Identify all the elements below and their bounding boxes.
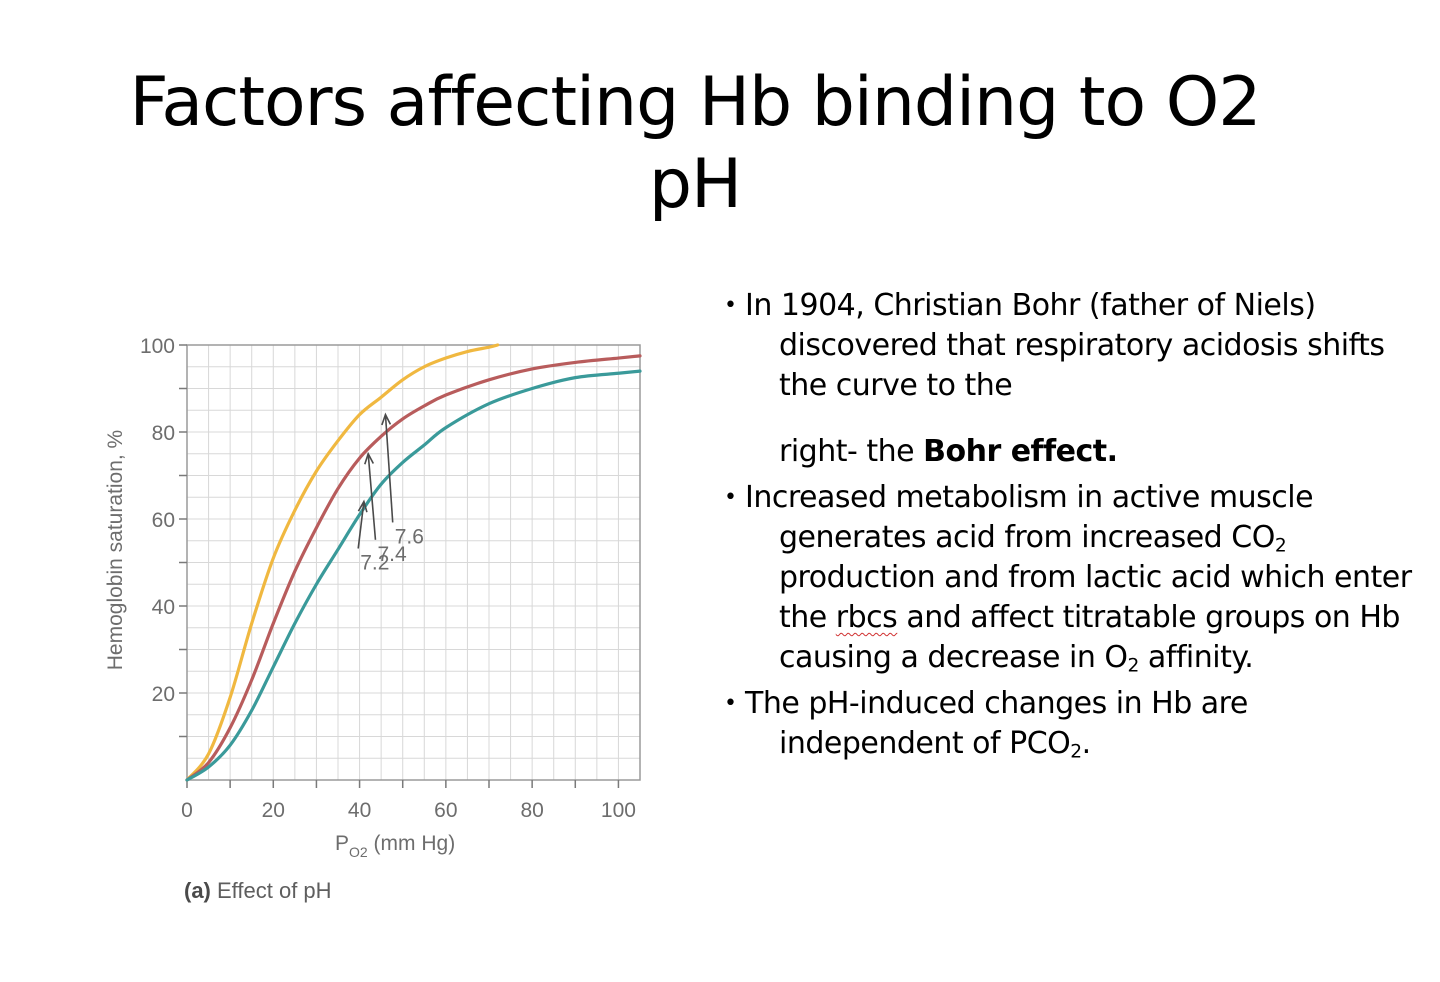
bullet-1-text: In 1904, Christian Bohr (father of Niels… [745,288,1385,403]
figure-caption: (a) Effect of pH [184,878,332,904]
series-line-ph-7-6 [185,343,500,782]
chart-axes: 0 20 40 60 80 100 20 40 60 80 100 [140,335,641,822]
oxygen-dissociation-chart: 0 20 40 60 80 100 20 40 60 80 100 7.67.47.2 Hemogl… [104,335,642,860]
bullet-metabolism: Increased metabolism in active muscle ge… [722,478,1422,678]
bullet-2-text-d: affinity. [1138,640,1254,675]
bullet-bohr-effect: In 1904, Christian Bohr (father of Niels… [722,286,1422,472]
bullet-2-text-a: Increased metabolism in active muscle ge… [745,480,1314,555]
chart-grid [187,344,641,780]
y-tick-label: 60 [152,509,175,532]
annotation-arrowhead [364,451,375,465]
annotation-label-ph: 7.2 [360,552,389,575]
slide-title: Factors affecting Hb binding to O2 pH [0,62,1390,226]
bullet-2-sub-2: 2 [1127,655,1140,677]
x-axis-label-sub: O2 [349,844,368,860]
bohr-effect-term: Bohr effect. [923,434,1118,469]
annotation-arrowhead [357,499,368,513]
figure-caption-text: Effect of pH [210,878,332,903]
bullet-3-text-b: . [1081,726,1092,761]
y-tick-label: 80 [152,422,175,445]
annotation-arrow [367,453,377,540]
bullet-3-sub: 2 [1070,741,1082,763]
chart-series [185,343,642,782]
bullet-2-text-b: production and from lactic acid which en… [779,560,1412,635]
title-line-2: pH [648,145,742,224]
bullet-2-text-c: and affect titratable groups on Hb causi… [779,600,1400,675]
annotation-arrow [357,501,365,549]
x-axis-label-main: P [335,832,349,855]
bullet-list: In 1904, Christian Bohr (father of Niels… [722,286,1422,770]
y-tick-label: 20 [152,683,175,706]
bullet-1-text-2: right- the [779,434,924,469]
annotation-arrowhead [381,412,392,426]
x-axis-label: PO2 (mm Hg) [335,832,455,860]
series-line-ph-7-2 [185,369,642,782]
x-tick-label: 40 [348,799,371,822]
x-tick-label: 100 [601,799,636,822]
spellcheck-word-rbcs: rbcs [835,600,898,635]
chart-annotations: 7.67.47.2 [357,412,424,575]
bullet-2-sub-1: 2 [1274,535,1287,557]
figure-caption-tag: (a) [184,878,211,903]
annotation-label-ph: 7.4 [377,543,407,566]
y-tick-label: 40 [152,596,175,619]
series-line-ph-7-4 [185,354,642,782]
annotation-arrow [384,414,394,523]
x-axis-label-unit: (mm Hg) [368,832,456,855]
title-line-1: Factors affecting Hb binding to O2 [129,63,1261,142]
bullet-pco2: The pH-induced changes in Hb are indepen… [722,684,1422,764]
x-tick-label: 60 [434,799,457,822]
x-tick-label: 0 [181,799,193,822]
bullet-3-text-a: The pH-induced changes in Hb are indepen… [745,686,1248,761]
x-tick-label: 80 [520,799,543,822]
annotation-label-ph: 7.6 [395,525,424,548]
x-tick-label: 20 [262,799,285,822]
y-tick-label: 100 [140,335,175,358]
y-axis-label: Hemoglobin saturation, % [104,430,127,670]
